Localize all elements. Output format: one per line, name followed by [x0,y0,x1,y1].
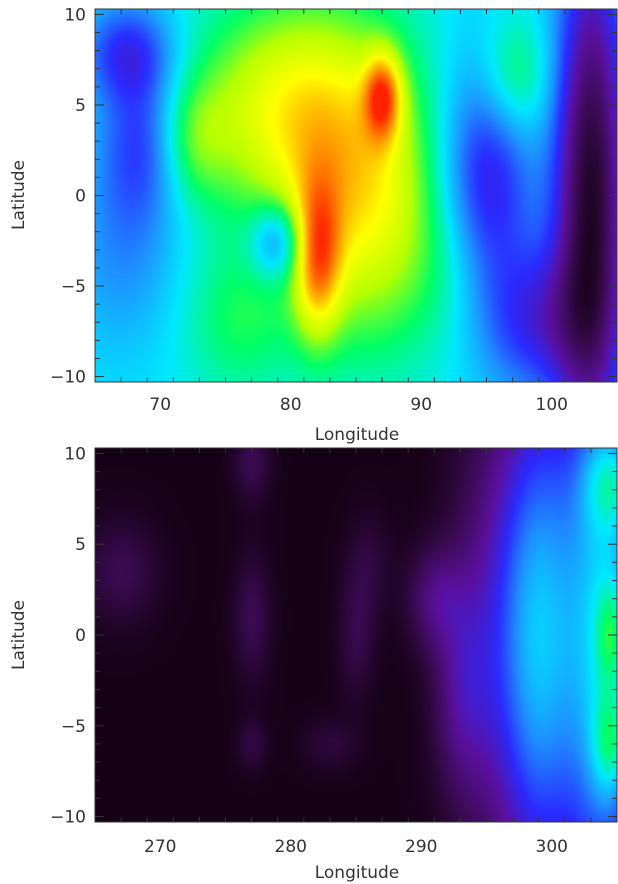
x-tick-label: 100 [536,395,568,415]
y-tick-label: −5 [61,277,86,297]
y-tick-label: 5 [75,535,86,555]
x-tick-label: 70 [149,395,171,415]
y-tick-label: −10 [50,808,86,828]
y-tick-label: −5 [61,717,86,737]
y-axis-title-bottom: Latitude [9,600,29,670]
heatmap-area-top [95,9,617,382]
x-tick-label: 80 [280,395,302,415]
x-axis-title-top: Longitude [315,425,400,445]
ticks-top: 70 80 90 100 10 5 0 −5 −10 [50,5,618,415]
x-tick-label: 300 [536,837,568,857]
y-tick-label: 10 [64,5,86,25]
y-tick-label: −10 [50,368,86,388]
y-axis-title-top: Latitude [9,160,29,230]
x-axis-title-bottom: Longitude [315,863,400,883]
x-tick-label: 90 [410,395,432,415]
y-tick-label: 0 [75,187,86,207]
heatmap-panel-top: 70 80 90 100 10 5 0 −5 −10 Longitude Latitude [9,5,618,445]
x-tick-label: 290 [405,837,437,857]
y-tick-label: 10 [64,444,86,464]
x-tick-label: 270 [144,837,176,857]
x-tick-label: 280 [275,837,307,857]
heatmap-panel-bottom: 270 280 290 300 10 5 0 −5 −10 Longitude Latitude [9,444,618,883]
y-tick-label: 5 [75,96,86,116]
y-tick-label: 0 [75,626,86,646]
heatmap-area-bottom [95,448,617,822]
ticks-bottom: 270 280 290 300 10 5 0 −5 −10 [50,444,618,857]
